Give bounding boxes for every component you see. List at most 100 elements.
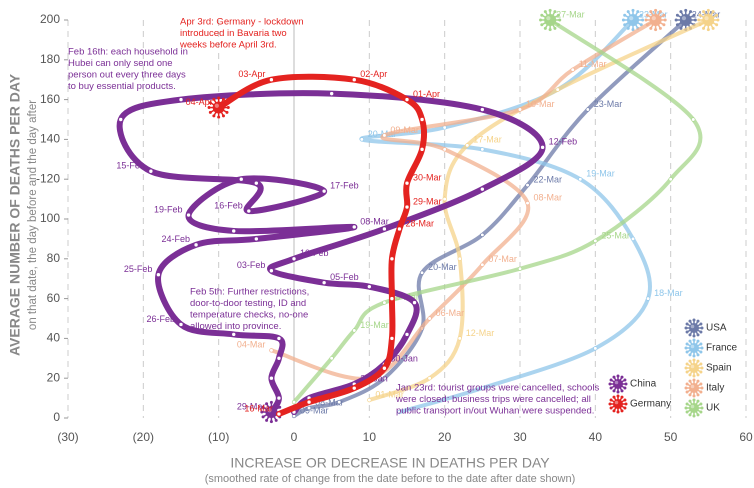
virus-spike-tip	[217, 115, 221, 119]
virus-spike-tip	[692, 374, 696, 378]
virus-highlight	[690, 364, 695, 369]
virus-spike-tip	[685, 370, 689, 374]
virus-spike-tip	[639, 23, 643, 27]
virus-spike-tip	[261, 405, 265, 409]
virus-spike-tip	[620, 395, 624, 399]
data-point	[367, 397, 372, 403]
series-line	[367, 18, 711, 403]
data-point	[118, 117, 124, 122]
data-point	[351, 385, 357, 391]
virus-spike-tip	[548, 8, 552, 12]
virus-spike-tip	[645, 13, 649, 17]
virus-spike-tip	[688, 333, 692, 337]
y-tick-label: 100	[40, 211, 60, 225]
virus-spike-tip	[556, 23, 560, 27]
x-axis-title: INCREASE OR DECREASE IN DEATHS PER DAY	[230, 455, 550, 471]
virus-spike-tip	[616, 390, 620, 394]
virus-spike-tip	[688, 373, 692, 377]
virus-spike-tip	[208, 110, 212, 114]
virus-spike-tip	[208, 101, 212, 105]
annotation: person out every three days	[68, 70, 186, 81]
virus-highlight	[629, 16, 634, 21]
data-point	[412, 300, 417, 305]
virus-spike-tip	[700, 346, 704, 350]
virus-spike-tip	[626, 10, 630, 14]
virus-spike-tip	[675, 13, 679, 17]
virus-spike-tip	[623, 13, 627, 17]
y-tick-label: 0	[53, 410, 60, 424]
virus-spike-tip	[274, 402, 278, 406]
data-point	[246, 208, 252, 214]
y-tick-label: 140	[40, 132, 60, 146]
virus-spike-tip	[715, 13, 719, 17]
virus-spike-tip	[556, 13, 560, 17]
virus-spike-tip	[662, 23, 666, 27]
virus-spike-tip	[543, 26, 547, 30]
legend-label: UK	[706, 403, 720, 414]
virus-spike-tip	[688, 353, 692, 357]
date-label: 24-Mar	[692, 9, 721, 19]
virus-spike-tip	[692, 318, 696, 322]
annotation: door-to-door testing, ID and	[190, 298, 306, 309]
virus-spike-tip	[623, 23, 627, 27]
virus-spike-tip	[553, 26, 557, 30]
data-point	[351, 77, 357, 82]
virus-spike-tip	[609, 378, 613, 382]
virus-spike-tip	[696, 319, 700, 323]
data-point	[465, 143, 470, 148]
date-label: 15-Feb	[116, 161, 145, 171]
virus-spike-tip	[620, 409, 624, 413]
virus-spike-tip	[261, 415, 265, 419]
date-label: 01-Apr	[413, 89, 440, 99]
virus-body	[265, 406, 278, 419]
virus-icon	[684, 398, 704, 418]
virus-spike-tip	[649, 10, 653, 14]
virus-spike-tip	[685, 350, 689, 354]
date-label: 06-Mar	[436, 308, 465, 318]
data-point	[404, 97, 410, 102]
virus-spike-tip	[688, 379, 692, 383]
annotation: temperature checks, no-one	[190, 310, 308, 321]
virus-spike-tip	[663, 18, 667, 22]
date-label: 24-Feb	[162, 234, 191, 244]
virus-body	[689, 323, 699, 333]
virus-spike-tip	[540, 23, 544, 27]
virus-body	[544, 14, 557, 26]
date-label: 28-Mar	[405, 218, 434, 228]
virus-spike-tip	[692, 13, 696, 17]
date-label: 26-Feb	[146, 314, 175, 324]
virus-highlight	[690, 344, 695, 349]
y-tick-label: 40	[47, 331, 61, 345]
virus-spike-tip	[225, 101, 229, 105]
virus-highlight	[651, 16, 656, 21]
virus-spike-tip	[684, 366, 688, 370]
virus-spike-tip	[631, 28, 635, 32]
virus-spike-tip	[685, 390, 689, 394]
virus-spike-tip	[702, 10, 706, 14]
date-label: 16-Mar	[244, 403, 273, 413]
x-tick-label: 10	[363, 430, 377, 444]
virus-spike-tip	[539, 18, 543, 22]
virus-body	[649, 14, 662, 26]
virus-spike-tip	[623, 406, 627, 410]
y-tick-label: 80	[47, 251, 61, 265]
virus-icon	[684, 318, 704, 338]
virus-spike-tip	[645, 23, 649, 27]
data-point	[419, 270, 425, 275]
virus-spike-tip	[207, 106, 211, 110]
virus-spike-tip	[692, 354, 696, 358]
virus-spike-tip	[684, 326, 688, 330]
virus-icon	[684, 338, 704, 358]
virus-spike-tip	[654, 28, 658, 32]
virus-spike-tip	[221, 114, 225, 118]
legend-label: China	[630, 379, 657, 390]
data-point	[593, 238, 598, 243]
virus-body	[689, 383, 699, 393]
virus-spike-tip	[699, 350, 703, 354]
virus-spike-tip	[609, 386, 613, 390]
virus-spike-tip	[716, 18, 720, 22]
virus-spike-tip	[616, 394, 620, 398]
data-point	[337, 399, 342, 405]
virus-spike-tip	[675, 23, 679, 27]
